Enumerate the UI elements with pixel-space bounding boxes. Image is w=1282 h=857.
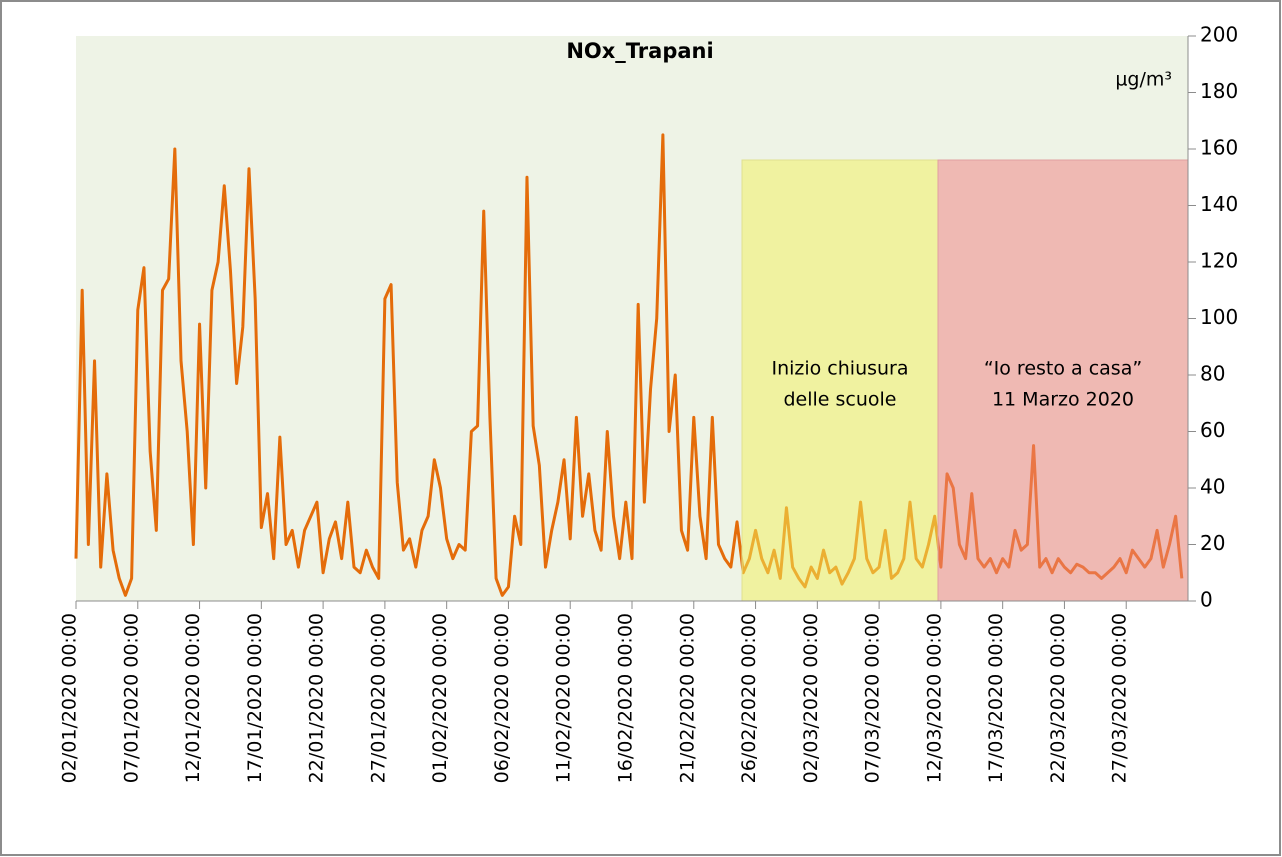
- annotation: 11 Marzo 2020: [992, 389, 1134, 411]
- x-tick-label: 21/02/2020 00:00: [676, 613, 698, 783]
- x-tick-label: 26/02/2020 00:00: [738, 613, 760, 783]
- y-tick-label: 40: [1200, 475, 1225, 499]
- y-tick-label: 0: [1200, 588, 1213, 612]
- y-axis-unit: µg/m³: [1115, 69, 1172, 91]
- annotation: “Io resto a casa”: [984, 358, 1142, 380]
- annotation: delle scuole: [783, 389, 896, 411]
- lockdown-band: [937, 159, 1189, 602]
- x-tick-label: 17/01/2020 00:00: [244, 613, 266, 783]
- y-tick-label: 100: [1200, 305, 1238, 329]
- x-tick-label: 07/03/2020 00:00: [862, 613, 884, 783]
- x-tick-label: 17/03/2020 00:00: [985, 613, 1007, 783]
- y-tick-label: 120: [1200, 249, 1238, 273]
- x-tick-label: 02/03/2020 00:00: [800, 613, 822, 783]
- y-tick-label: 200: [1200, 23, 1238, 47]
- x-tick-label: 22/03/2020 00:00: [1047, 613, 1069, 783]
- y-tick-label: 180: [1200, 79, 1238, 103]
- y-tick-label: 60: [1200, 418, 1225, 442]
- chart-title: NOx_Trapani: [566, 39, 713, 63]
- x-tick-label: 01/02/2020 00:00: [429, 613, 451, 783]
- x-tick-label: 27/01/2020 00:00: [367, 613, 389, 783]
- y-tick-label: 20: [1200, 531, 1225, 555]
- annotation: Inizio chiusura: [771, 358, 908, 380]
- x-tick-label: 12/03/2020 00:00: [923, 613, 945, 783]
- y-tick-label: 80: [1200, 362, 1225, 386]
- school-closure-band: [741, 159, 939, 602]
- x-tick-label: 06/02/2020 00:00: [491, 613, 513, 783]
- x-tick-label: 02/01/2020 00:00: [59, 613, 81, 783]
- x-tick-label: 16/02/2020 00:00: [615, 613, 637, 783]
- y-tick-label: 160: [1200, 136, 1238, 160]
- y-tick-label: 140: [1200, 192, 1238, 216]
- x-tick-label: 27/03/2020 00:00: [1109, 613, 1131, 783]
- x-tick-label: 12/01/2020 00:00: [182, 613, 204, 783]
- x-tick-label: 11/02/2020 00:00: [553, 613, 575, 783]
- x-tick-label: 22/01/2020 00:00: [306, 613, 328, 783]
- x-tick-label: 07/01/2020 00:00: [120, 613, 142, 783]
